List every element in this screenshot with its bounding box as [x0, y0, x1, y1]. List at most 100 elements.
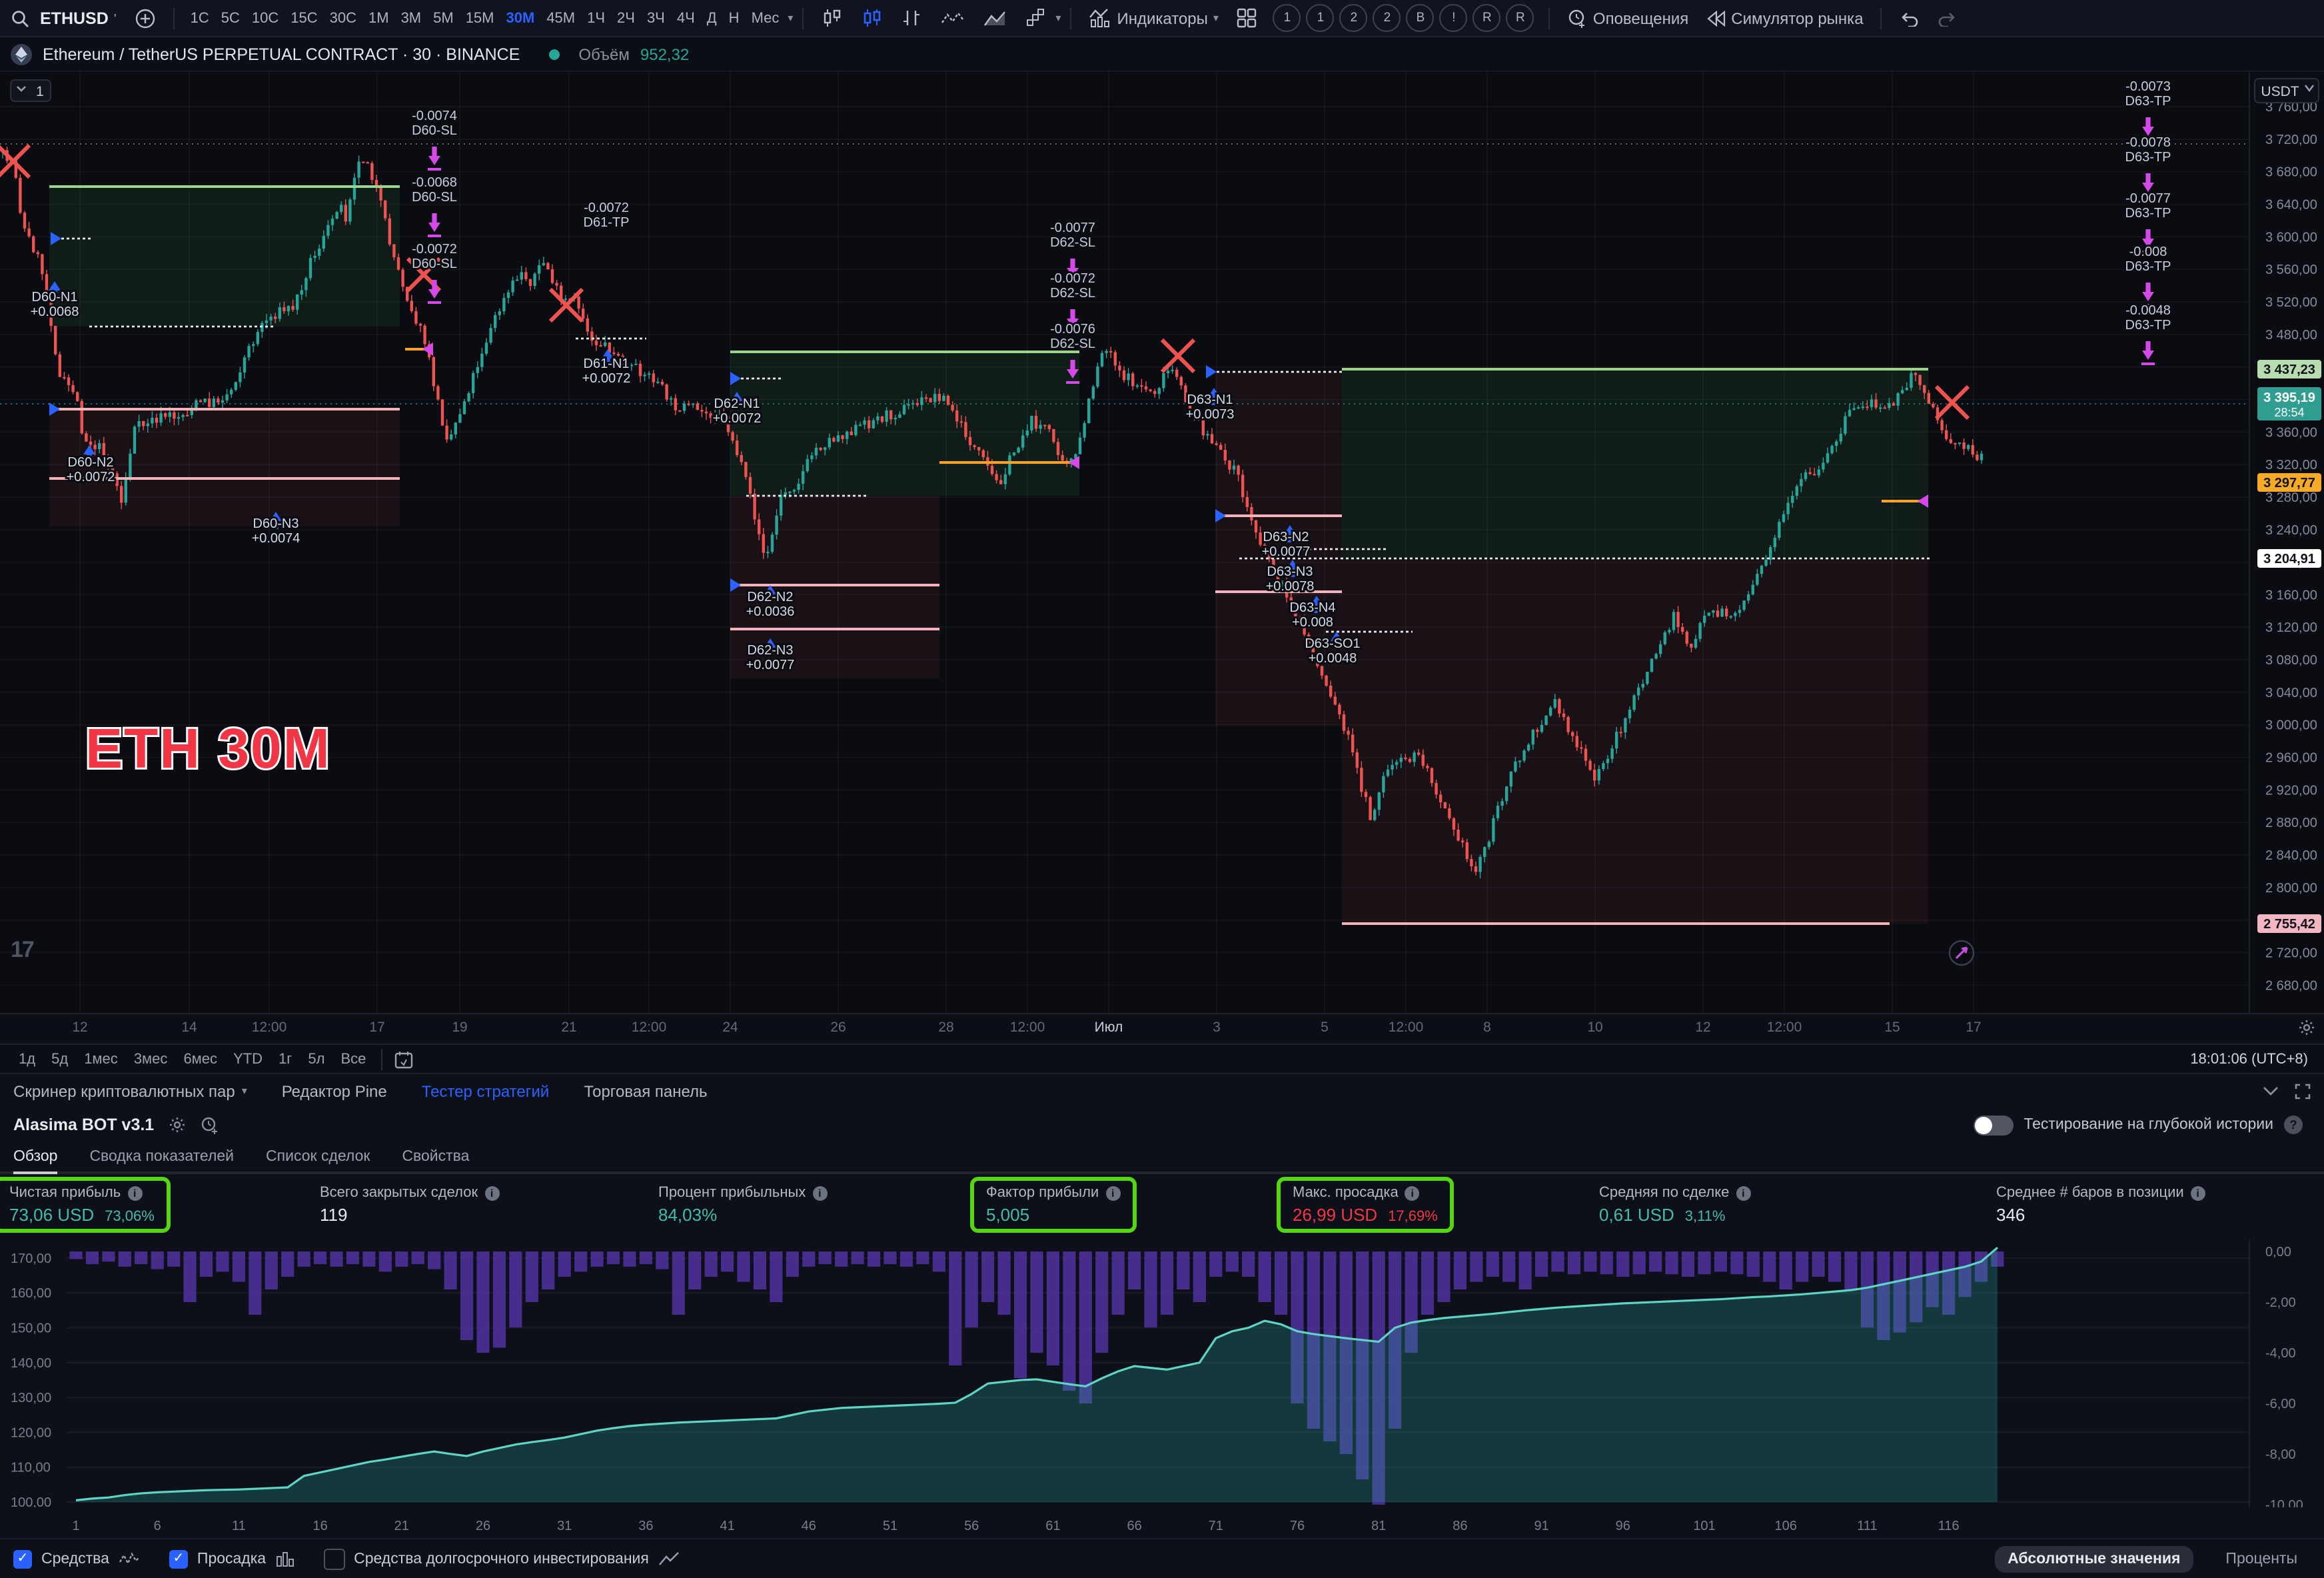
main-chart[interactable]: D60-N1 +0.0068 D60-N2 +0.0072 D60-N3 +0.0074 D…	[0, 72, 2324, 1013]
checkbox-box[interactable]: ✓	[169, 1549, 188, 1568]
pill-0[interactable]: Абсолютные значения	[1994, 1545, 2194, 1572]
compare-add-icon[interactable]	[127, 3, 165, 33]
range-1мес[interactable]: 1мес	[84, 1051, 118, 1067]
symbol-title[interactable]: Ethereum / TetherUS PERPETUAL CONTRACT ·…	[43, 45, 520, 63]
market-replay-button[interactable]: Симулятор рынка	[1699, 3, 1871, 33]
timeframe-3Ч[interactable]: 3Ч	[646, 10, 665, 26]
panel-tab-2[interactable]: Тестер стратегий	[421, 1082, 550, 1100]
range-1д[interactable]: 1д	[19, 1051, 36, 1067]
timeframe-5М[interactable]: 5М	[433, 10, 454, 26]
info-icon[interactable]: i	[1105, 1185, 1121, 1200]
timeframe-5С[interactable]: 5С	[221, 10, 240, 26]
chart-type-chevron-down-icon[interactable]: ▾	[1055, 12, 1061, 24]
quick-badge-4[interactable]: B	[1406, 4, 1435, 32]
timeframe-30М[interactable]: 30М	[506, 10, 535, 26]
calendar-icon[interactable]	[394, 1050, 412, 1068]
help-question-icon[interactable]: ?	[2284, 1116, 2303, 1134]
timeframe-1Ч[interactable]: 1Ч	[587, 10, 606, 26]
equity-x-label: 26	[475, 1519, 491, 1534]
deep-backtesting-toggle[interactable]	[1973, 1115, 2014, 1135]
report-subtab-1[interactable]: Сводка показателей	[89, 1149, 235, 1165]
candles-chart-type-icon[interactable]	[853, 3, 890, 33]
checkbox-label: Средства долгосрочного инвестирования	[354, 1551, 649, 1567]
checkbox-drawdown-bars[interactable]: ✓ Просадка	[169, 1549, 294, 1568]
info-icon[interactable]: i	[1736, 1185, 1751, 1200]
timeframe-1С[interactable]: 1С	[190, 10, 209, 26]
stat-3: Фактор прибыли i 5,005	[970, 1177, 1137, 1233]
search-icon[interactable]	[11, 9, 29, 27]
quick-badge-6[interactable]: R	[1472, 4, 1501, 32]
quick-badge-1[interactable]: 1	[1306, 4, 1335, 32]
range-5л[interactable]: 5л	[308, 1051, 325, 1067]
stat-label: Фактор прибыли	[986, 1185, 1099, 1201]
panel-tab-1[interactable]: Редактор Pine	[281, 1082, 387, 1100]
clock[interactable]: 18:01:06 (UTC+8)	[2190, 1051, 2308, 1067]
panel-minimize-chevron-icon[interactable]	[2263, 1083, 2279, 1099]
undo-icon[interactable]	[1892, 3, 1928, 33]
quick-badge-2[interactable]: 2	[1339, 4, 1368, 32]
time-axis-gear-icon[interactable]	[2297, 1018, 2316, 1041]
timeframe-4Ч[interactable]: 4Ч	[676, 10, 695, 26]
range-1г[interactable]: 1г	[279, 1051, 292, 1067]
pill-1[interactable]: Проценты	[2225, 1551, 2297, 1567]
checkbox-buyhold-line[interactable]: Средства долгосрочного инвестирования	[323, 1548, 680, 1569]
quick-badge-5[interactable]: !	[1439, 4, 1468, 32]
info-icon[interactable]: i	[812, 1185, 828, 1200]
redo-icon[interactable]	[1930, 3, 1966, 33]
equity-curve-pane[interactable]: 170,00 160,00 150,00 140,00 130,00 120,00 110,…	[0, 1241, 2324, 1519]
quick-badge-7[interactable]: R	[1506, 4, 1534, 32]
timeframe-Мес[interactable]: Мес	[751, 10, 780, 26]
info-icon[interactable]: i	[127, 1185, 143, 1200]
timeframe-chevron-down-icon[interactable]: ▾	[788, 12, 794, 24]
timeframe-3М[interactable]: 3М	[400, 10, 422, 26]
info-icon[interactable]: i	[1405, 1185, 1420, 1200]
area-mountain-icon[interactable]	[975, 3, 1015, 33]
timeframe-30С[interactable]: 30С	[329, 10, 356, 26]
timeframe-1М[interactable]: 1М	[368, 10, 389, 26]
alerts-button[interactable]: Оповещения	[1560, 3, 1696, 33]
timeframe-15С[interactable]: 15С	[290, 10, 318, 26]
timeframe-10С[interactable]: 10С	[251, 10, 279, 26]
hotlist-badges: 1 1 2 2 B! R R	[1273, 4, 1534, 32]
range-6мес[interactable]: 6мес	[183, 1051, 218, 1067]
quick-action-circle-icon[interactable]	[1948, 940, 1975, 966]
timeframe-Н[interactable]: Н	[728, 10, 740, 26]
quick-badge-0[interactable]: 1	[1273, 4, 1301, 32]
volume-label[interactable]: Объём	[578, 45, 630, 63]
hollow-candles-icon[interactable]	[813, 3, 850, 33]
checkbox-equity-curve[interactable]: ✓ Средства	[13, 1549, 140, 1568]
symbol-button[interactable]: ETHUSD '	[40, 9, 117, 27]
time-label: 14	[181, 1020, 197, 1036]
indicators-collapse-control[interactable]: 1	[10, 79, 51, 102]
tradingview-logo[interactable]: 17	[11, 937, 35, 962]
timeframe-Д[interactable]: Д	[706, 10, 717, 26]
timeframe-45М[interactable]: 45М	[546, 10, 576, 26]
forecast-zigzag-icon[interactable]	[933, 3, 973, 33]
timeframe-15М[interactable]: 15М	[465, 10, 494, 26]
report-subtab-0[interactable]: Обзор	[13, 1142, 58, 1174]
bars-pattern-icon[interactable]	[893, 3, 930, 33]
strategy-settings-gear-icon[interactable]	[167, 1116, 186, 1134]
quick-badge-3[interactable]: 2	[1373, 4, 1401, 32]
report-subtab-3[interactable]: Свойства	[402, 1149, 470, 1165]
timeframe-2Ч[interactable]: 2Ч	[617, 10, 635, 26]
renko-steps-icon[interactable]	[1018, 3, 1053, 33]
checkbox-box[interactable]	[323, 1548, 345, 1569]
time-axis[interactable]: 12 14 12:00 17 19 21 12:00 24 26 28 12:00 Июл 3 5 12:0…	[0, 1013, 2324, 1044]
range-Все[interactable]: Все	[340, 1051, 366, 1067]
layout-grid-icon[interactable]	[1229, 3, 1265, 33]
info-icon[interactable]: i	[2190, 1185, 2205, 1200]
currency-selector[interactable]: USDT	[2254, 78, 2319, 103]
info-icon[interactable]: i	[484, 1185, 500, 1200]
strategy-name[interactable]: Alasima BOT v3.1	[13, 1116, 155, 1134]
range-5д[interactable]: 5д	[51, 1051, 69, 1067]
report-subtab-2[interactable]: Список сделок	[266, 1149, 370, 1165]
range-3мес[interactable]: 3мес	[133, 1051, 168, 1067]
panel-tab-3[interactable]: Торговая панель	[584, 1082, 708, 1100]
checkbox-box[interactable]: ✓	[13, 1549, 32, 1568]
range-YTD[interactable]: YTD	[233, 1051, 263, 1067]
panel-expand-icon[interactable]	[2295, 1083, 2311, 1099]
strategy-alert-icon[interactable]	[199, 1116, 218, 1134]
panel-tab-0[interactable]: Скринер криптовалютных пар ▾	[13, 1082, 247, 1100]
indicators-button[interactable]: Индикаторы ▾	[1081, 3, 1226, 33]
